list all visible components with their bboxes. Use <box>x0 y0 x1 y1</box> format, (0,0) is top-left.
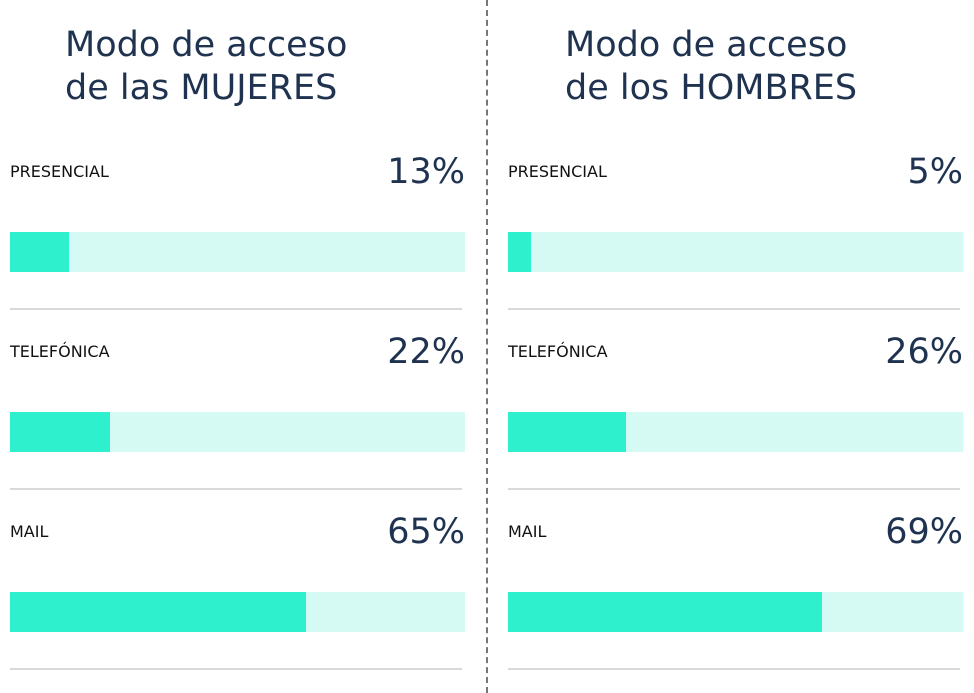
value-label: 5% <box>907 152 963 192</box>
separator <box>10 308 462 310</box>
category-label: MAIL <box>508 522 547 541</box>
value-label: 26% <box>885 332 963 372</box>
value-label: 69% <box>885 512 963 552</box>
bar <box>10 412 111 452</box>
bar-track <box>508 232 963 272</box>
panel-title: Modo de acceso de las MUJERES <box>65 25 348 108</box>
bar <box>508 232 531 272</box>
bar-track <box>10 412 465 452</box>
bar-track <box>508 412 963 452</box>
separator <box>508 668 960 670</box>
value-label: 65% <box>387 512 465 552</box>
bar <box>508 592 822 632</box>
category-label: MAIL <box>10 522 49 541</box>
category-label: PRESENCIAL <box>508 162 607 181</box>
bar-track <box>10 232 465 272</box>
category-label: PRESENCIAL <box>10 162 109 181</box>
category-label: TELEFÓNICA <box>508 342 608 361</box>
bar-track <box>508 592 963 632</box>
value-label: 22% <box>387 332 465 372</box>
value-label: 13% <box>387 152 465 192</box>
separator <box>10 668 462 670</box>
separator <box>10 488 462 490</box>
bar <box>10 592 306 632</box>
divider <box>486 0 488 693</box>
bar-track <box>10 592 465 632</box>
panel-title: Modo de acceso de los HOMBRES <box>565 25 858 108</box>
bar <box>10 232 70 272</box>
bar <box>508 412 627 452</box>
category-label: TELEFÓNICA <box>10 342 110 361</box>
separator <box>508 488 960 490</box>
separator <box>508 308 960 310</box>
